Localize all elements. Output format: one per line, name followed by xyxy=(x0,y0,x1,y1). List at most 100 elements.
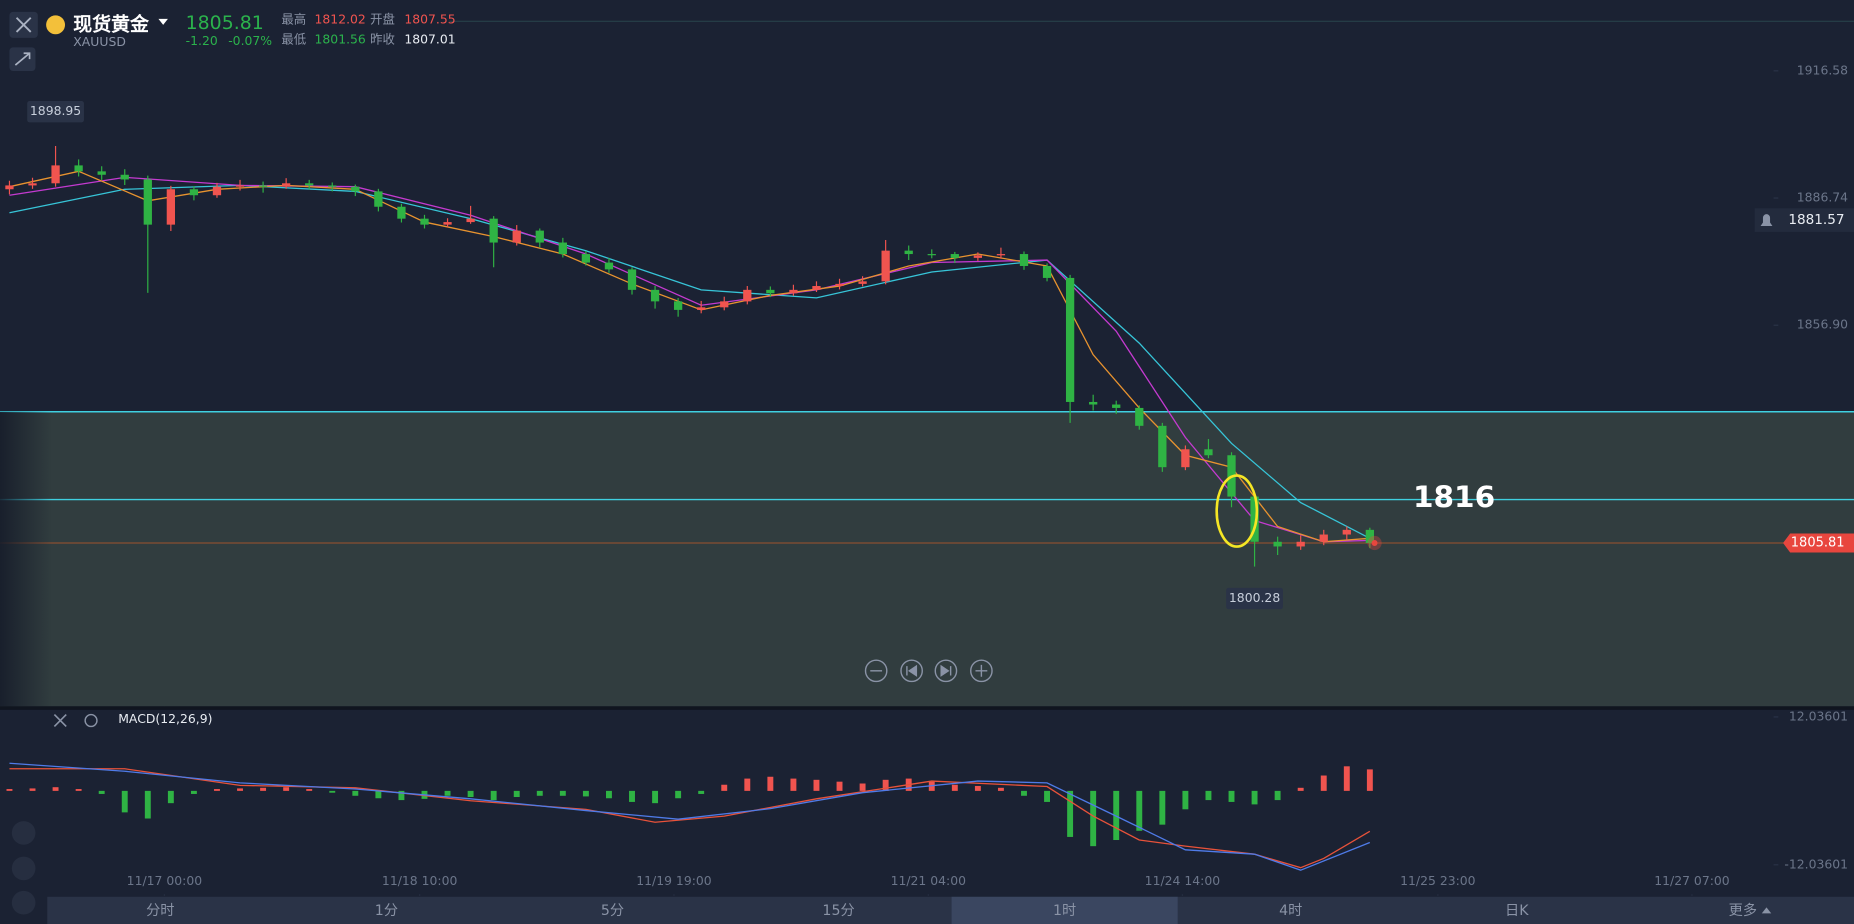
stat-value: 1812.02 xyxy=(315,12,366,27)
candle-body xyxy=(351,186,360,192)
candle-body xyxy=(1273,541,1282,547)
candle-body xyxy=(489,218,498,243)
level-annotation: 1816 xyxy=(1413,480,1495,514)
tab[interactable]: 1时 xyxy=(1053,903,1076,919)
candle-body xyxy=(305,183,314,186)
indicator-title: MACD(12,26,9) xyxy=(118,711,212,726)
histogram-bar xyxy=(675,790,682,799)
tab[interactable]: 分时 xyxy=(146,903,174,919)
histogram-bar xyxy=(1297,787,1304,791)
histogram-bar xyxy=(951,784,958,791)
candle-body xyxy=(466,218,475,223)
stat-value: 1807.01 xyxy=(404,32,455,47)
candle-body xyxy=(720,301,729,308)
candle-body xyxy=(328,185,337,187)
candle-body xyxy=(1089,401,1098,405)
tab[interactable]: 15分 xyxy=(822,903,854,919)
candle-body xyxy=(604,262,614,270)
histogram-bar xyxy=(214,789,220,791)
y-tick-label: 12.03601 xyxy=(1789,708,1848,723)
stat-label: 开盘 xyxy=(370,12,395,27)
edge-shade xyxy=(0,411,53,707)
close-indicator[interactable] xyxy=(53,714,67,728)
x-tick-label: 11/18 10:00 xyxy=(382,873,458,888)
alert-bell xyxy=(1760,214,1773,226)
x-tick-label: 11/17 00:00 xyxy=(127,873,203,888)
candle-body xyxy=(189,189,199,196)
candle-body xyxy=(212,186,222,196)
zoom-in[interactable] xyxy=(970,659,993,683)
histogram-bar xyxy=(1182,790,1189,810)
tab[interactable]: 更多 xyxy=(1729,902,1757,919)
candle-body xyxy=(97,171,106,175)
side-tool[interactable] xyxy=(11,821,36,845)
side-tool[interactable] xyxy=(11,856,36,881)
side-tool[interactable] xyxy=(11,890,36,915)
histogram-bar xyxy=(190,790,197,794)
histogram-bar xyxy=(75,789,82,791)
histogram-bar xyxy=(6,789,13,791)
scroll-start[interactable] xyxy=(900,659,923,683)
alert-box xyxy=(1754,208,1854,232)
histogram-bar xyxy=(490,790,497,801)
low-label-box xyxy=(1226,587,1283,610)
histogram-bar xyxy=(629,790,635,802)
candle-body xyxy=(1019,254,1029,266)
histogram-bar xyxy=(467,790,474,798)
candle-body xyxy=(1112,404,1121,408)
candle-body xyxy=(904,250,913,255)
histogram-bar xyxy=(1067,790,1074,837)
candle-body xyxy=(5,185,14,190)
tab[interactable]: 5分 xyxy=(601,903,624,919)
candle-body xyxy=(1365,529,1374,544)
dropdown-caret[interactable] xyxy=(158,18,168,25)
histogram-bar xyxy=(329,790,336,793)
candle-body xyxy=(1158,425,1167,468)
candle-body xyxy=(927,254,936,256)
x-tick-label: 11/21 04:00 xyxy=(891,873,967,888)
zoom-out[interactable] xyxy=(864,659,888,683)
candle-body xyxy=(558,242,567,255)
zoom-controls xyxy=(864,659,993,683)
histogram-bar xyxy=(1159,790,1166,825)
x-tick-label: 11/19 19:00 xyxy=(636,873,712,888)
candle-body xyxy=(1065,277,1075,402)
candle-body xyxy=(1296,541,1305,547)
indicator-line xyxy=(9,762,1371,871)
histogram-bar xyxy=(398,790,405,801)
high-label: 1898.95 xyxy=(30,103,81,118)
candle-body xyxy=(120,174,129,180)
histogram-bar xyxy=(513,790,520,798)
candle-body xyxy=(166,189,175,225)
histogram-bar xyxy=(144,790,151,819)
histogram-bar xyxy=(698,790,705,794)
stat-label: 最高 xyxy=(281,12,306,27)
candle-body xyxy=(858,281,867,284)
candle-body xyxy=(512,230,521,243)
more-caret xyxy=(1761,907,1772,914)
close-icon xyxy=(15,17,32,33)
alert-price: 1881.57 xyxy=(1788,212,1844,228)
histogram-bar xyxy=(767,776,774,791)
histogram-bar xyxy=(997,787,1004,791)
change: -1.20 xyxy=(186,33,218,48)
candle-body xyxy=(743,289,752,302)
candle-body xyxy=(789,289,798,294)
last-price-tag xyxy=(1783,533,1854,553)
candle-body xyxy=(950,254,959,258)
x-tick-label: 11/27 07:00 xyxy=(1654,873,1730,888)
tab[interactable]: 1分 xyxy=(375,903,398,919)
indicator-settings[interactable] xyxy=(84,713,98,728)
histogram-bar xyxy=(1090,790,1097,847)
y-tick-label: 1886.74 xyxy=(1797,190,1848,205)
instrument-name[interactable]: 现货黄金 xyxy=(73,12,150,35)
candle-body xyxy=(1319,534,1328,542)
tab[interactable]: 日K xyxy=(1505,903,1529,919)
histogram-bar xyxy=(1021,790,1027,796)
candle-body xyxy=(51,165,60,184)
scroll-end[interactable] xyxy=(934,659,958,683)
histogram-bar xyxy=(1136,790,1143,831)
candle-body xyxy=(1204,449,1213,456)
tab[interactable]: 4时 xyxy=(1279,903,1302,919)
